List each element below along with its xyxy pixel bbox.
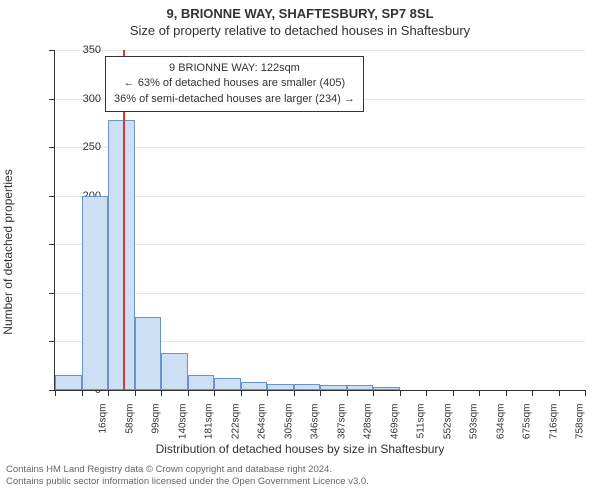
x-tick bbox=[214, 390, 215, 396]
footer-attribution: Contains HM Land Registry data © Crown c… bbox=[0, 462, 600, 489]
footer-line-1: Contains HM Land Registry data © Crown c… bbox=[6, 464, 594, 476]
annotation-line-3: 36% of semi-detached houses are larger (… bbox=[114, 92, 355, 107]
chart-container: Number of detached properties 0501001502… bbox=[0, 42, 600, 462]
x-tick bbox=[241, 390, 242, 396]
page-subtitle: Size of property relative to detached ho… bbox=[0, 21, 600, 42]
histogram-bar bbox=[82, 196, 109, 390]
histogram-bar bbox=[188, 375, 215, 390]
annotation-box: 9 BRIONNE WAY: 122sqm← 63% of detached h… bbox=[105, 56, 364, 112]
x-tick bbox=[373, 390, 374, 396]
histogram-bar bbox=[267, 384, 294, 390]
annotation-line-1: 9 BRIONNE WAY: 122sqm bbox=[114, 61, 355, 76]
histogram-bar bbox=[320, 385, 347, 390]
x-tick bbox=[347, 390, 348, 396]
histogram-bar bbox=[55, 375, 82, 390]
x-axis-label: Distribution of detached houses by size … bbox=[0, 442, 600, 456]
x-tick bbox=[188, 390, 189, 396]
gridline bbox=[55, 196, 585, 197]
x-tick bbox=[55, 390, 56, 396]
y-tick bbox=[49, 341, 55, 342]
histogram-bar bbox=[373, 387, 400, 390]
x-tick bbox=[400, 390, 401, 396]
y-tick bbox=[49, 196, 55, 197]
histogram-bar bbox=[294, 384, 321, 390]
y-axis-label: Number of detached properties bbox=[1, 102, 15, 402]
histogram-bar bbox=[135, 317, 162, 390]
histogram-bar bbox=[161, 353, 188, 390]
gridline bbox=[55, 147, 585, 148]
gridline bbox=[55, 244, 585, 245]
x-tick bbox=[532, 390, 533, 396]
y-tick bbox=[49, 147, 55, 148]
x-tick bbox=[585, 390, 586, 396]
x-tick bbox=[426, 390, 427, 396]
x-tick bbox=[108, 390, 109, 396]
page-title-address: 9, BRIONNE WAY, SHAFTESBURY, SP7 8SL bbox=[0, 0, 600, 21]
x-tick bbox=[267, 390, 268, 396]
x-tick bbox=[320, 390, 321, 396]
histogram-bar bbox=[108, 120, 135, 390]
x-tick bbox=[506, 390, 507, 396]
x-tick bbox=[453, 390, 454, 396]
x-tick bbox=[161, 390, 162, 396]
gridline bbox=[55, 293, 585, 294]
histogram-bar bbox=[347, 385, 374, 390]
plot-area: 05010015020025030035016sqm58sqm99sqm140s… bbox=[54, 50, 585, 391]
x-tick bbox=[135, 390, 136, 396]
x-tick bbox=[479, 390, 480, 396]
y-tick bbox=[49, 244, 55, 245]
x-tick bbox=[82, 390, 83, 396]
histogram-bar bbox=[214, 378, 241, 390]
y-tick bbox=[49, 293, 55, 294]
footer-line-2: Contains public sector information licen… bbox=[6, 476, 594, 488]
gridline bbox=[55, 50, 585, 51]
y-tick bbox=[49, 99, 55, 100]
histogram-bar bbox=[241, 382, 268, 390]
x-tick bbox=[559, 390, 560, 396]
x-tick bbox=[294, 390, 295, 396]
y-tick bbox=[49, 50, 55, 51]
annotation-line-2: ← 63% of detached houses are smaller (40… bbox=[114, 76, 355, 91]
